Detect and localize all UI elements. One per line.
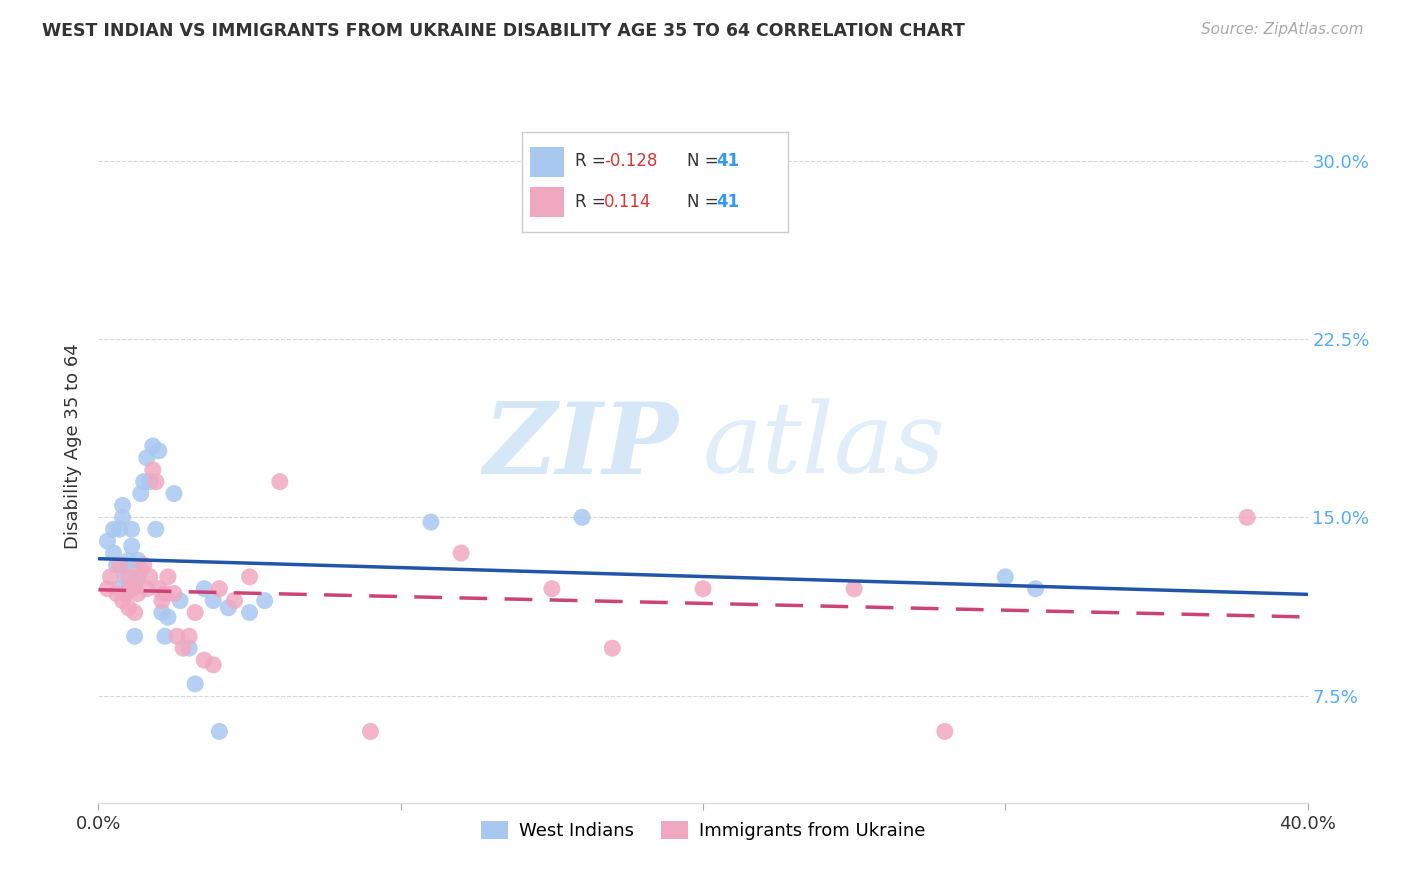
Point (105, 586, 128, 600)
Point (156, 610, 179, 624)
Point (184, 677, 207, 691)
Point (202, 593, 225, 607)
Text: WEST INDIAN VS IMMIGRANTS FROM UKRAINE DISABILITY AGE 35 TO 64 CORRELATION CHART: WEST INDIAN VS IMMIGRANTS FROM UKRAINE D… (42, 22, 965, 40)
Legend: West Indians, Immigrants from Ukraine: West Indians, Immigrants from Ukraine (474, 814, 932, 847)
Point (127, 570, 149, 584)
Text: atlas: atlas (703, 399, 946, 493)
Point (208, 724, 231, 739)
Text: ZIP: ZIP (484, 398, 679, 494)
Point (124, 606, 146, 620)
Point (150, 606, 173, 620)
Point (111, 499, 134, 513)
Point (135, 582, 157, 596)
Point (169, 593, 191, 607)
Point (193, 582, 215, 596)
Point (114, 570, 136, 584)
Point (166, 629, 188, 643)
Point (127, 586, 149, 600)
Point (1024, 582, 1046, 596)
Point (135, 450, 157, 465)
Point (1236, 510, 1258, 524)
Point (105, 558, 128, 572)
Point (540, 582, 562, 596)
Point (239, 570, 262, 584)
Point (571, 510, 593, 524)
Point (179, 641, 201, 656)
Point (132, 475, 155, 489)
Point (994, 570, 1017, 584)
Point (148, 582, 170, 596)
Point (150, 593, 173, 607)
Point (96, 582, 118, 596)
Point (145, 475, 167, 489)
Point (193, 653, 215, 667)
Text: Source: ZipAtlas.com: Source: ZipAtlas.com (1201, 22, 1364, 37)
Point (129, 563, 152, 577)
Point (139, 475, 162, 489)
Point (118, 600, 141, 615)
Point (124, 629, 146, 643)
Point (145, 522, 167, 536)
Y-axis label: Disability Age 35 to 64: Disability Age 35 to 64 (65, 343, 83, 549)
Point (118, 570, 141, 584)
Point (148, 443, 170, 458)
Point (127, 553, 149, 567)
Point (208, 582, 231, 596)
Point (108, 582, 131, 596)
Point (217, 600, 239, 615)
Point (108, 558, 131, 572)
Point (172, 641, 194, 656)
Point (111, 593, 134, 607)
Point (139, 570, 162, 584)
Point (360, 724, 382, 739)
Point (602, 641, 624, 656)
Point (108, 522, 131, 536)
Point (163, 586, 186, 600)
Point (420, 515, 443, 529)
Point (179, 629, 201, 643)
Point (121, 582, 143, 596)
Point (253, 593, 276, 607)
Point (121, 539, 143, 553)
Point (103, 522, 125, 536)
Point (114, 558, 136, 572)
Point (100, 570, 122, 584)
Point (934, 724, 956, 739)
Point (450, 546, 472, 560)
Point (129, 486, 152, 500)
Point (118, 553, 141, 567)
Point (121, 522, 143, 536)
Point (114, 586, 136, 600)
Point (202, 657, 225, 672)
Point (142, 439, 165, 453)
Point (96, 534, 118, 549)
Point (692, 582, 714, 596)
Point (153, 629, 176, 643)
Point (124, 577, 146, 591)
Point (156, 570, 179, 584)
Point (224, 593, 246, 607)
Point (239, 606, 262, 620)
Point (153, 586, 176, 600)
Point (163, 486, 186, 500)
Point (118, 582, 141, 596)
Point (142, 463, 165, 477)
Point (844, 582, 866, 596)
Point (269, 475, 291, 489)
Point (103, 546, 125, 560)
Point (184, 606, 207, 620)
Point (111, 510, 134, 524)
Point (132, 558, 155, 572)
